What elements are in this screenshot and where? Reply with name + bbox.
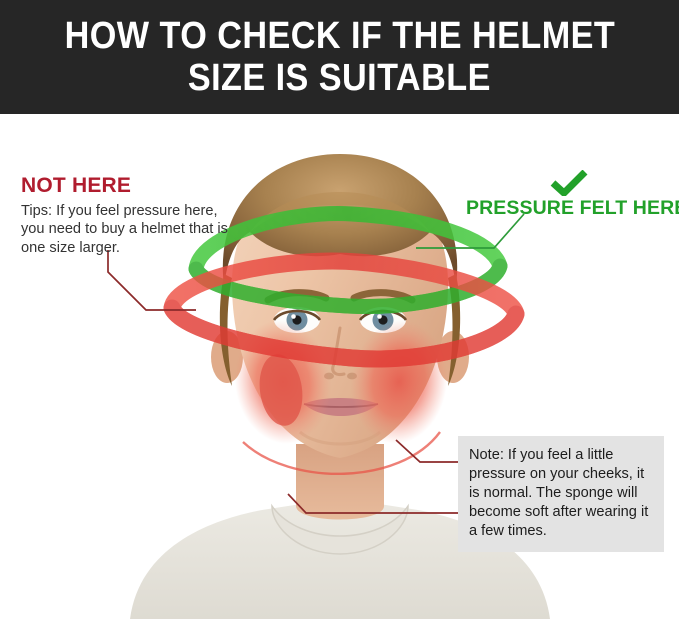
banner-title-line-2: SIZE IS SUITABLE [187, 57, 491, 99]
pressure-felt-label: PRESSURE FELT HERE [466, 197, 679, 219]
header-banner: HOW TO CHECK IF THE HELMET SIZE IS SUITA… [0, 0, 679, 114]
check-mark-icon [550, 170, 587, 196]
hair-right-side [448, 274, 461, 386]
hair-highlight [250, 192, 430, 232]
diagram-stage: NOT HERE Tips: If you feel pressure here… [0, 114, 679, 619]
callout-note-box: Note: If you feel a little pressure on y… [458, 436, 664, 552]
callout-not-here: NOT HERE Tips: If you feel pressure here… [21, 174, 243, 257]
note-body: Note: If you feel a little pressure on y… [469, 447, 649, 539]
banner-title-line-1: HOW TO CHECK IF THE HELMET [64, 15, 615, 57]
red-pressure-band [163, 252, 525, 368]
child-head-photo [130, 154, 550, 619]
not-here-heading: NOT HERE [21, 174, 132, 197]
not-here-body: Tips: If you feel pressure here, you nee… [21, 203, 228, 256]
callout-pressure-felt: PRESSURE FELT HERE [466, 170, 679, 220]
shirt [130, 498, 550, 619]
shirt-collar [271, 503, 409, 555]
